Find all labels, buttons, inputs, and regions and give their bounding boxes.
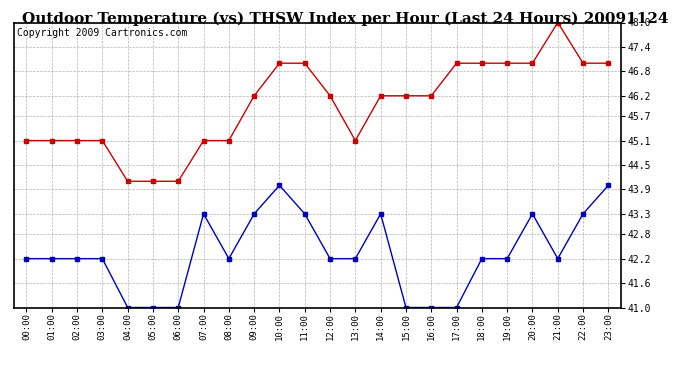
Text: Copyright 2009 Cartronics.com: Copyright 2009 Cartronics.com [17, 28, 187, 38]
Text: Outdoor Temperature (vs) THSW Index per Hour (Last 24 Hours) 20091124: Outdoor Temperature (vs) THSW Index per … [22, 11, 668, 26]
